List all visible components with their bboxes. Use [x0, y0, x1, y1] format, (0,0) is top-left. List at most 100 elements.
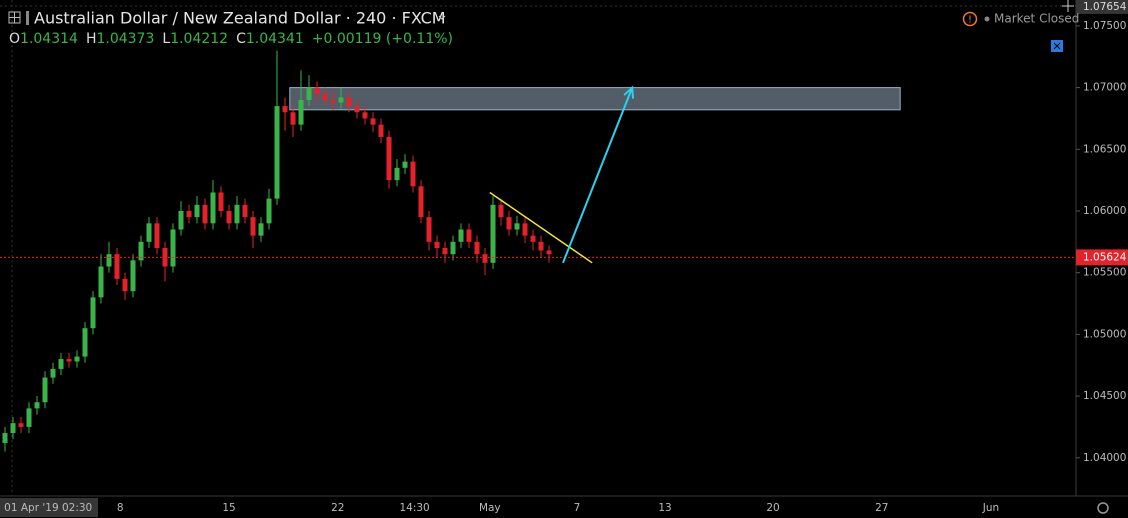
x-tick-label: 13	[658, 502, 671, 514]
x-tick-label: 14:30	[399, 502, 429, 514]
y-tick-label: 1.07500	[1083, 20, 1126, 32]
candle-body	[178, 210, 184, 230]
candle-body	[106, 254, 112, 267]
candle-body	[506, 217, 512, 230]
warning-icon[interactable]	[962, 11, 978, 27]
candle-body	[26, 408, 32, 427]
x-tick-label: May	[479, 502, 501, 514]
candle-body	[170, 229, 176, 267]
candle-body	[2, 433, 8, 443]
settings-icon[interactable]	[1097, 502, 1109, 514]
candle-body	[274, 106, 280, 199]
symbol-flag	[26, 11, 29, 25]
candle-body	[242, 204, 248, 218]
candle-body	[434, 241, 440, 248]
last-price-label: 1.05624	[1083, 251, 1127, 263]
x-tick-label: 15	[222, 502, 235, 514]
x-tick-label: 8	[117, 502, 124, 514]
candle-body	[114, 254, 120, 279]
candle-body	[402, 161, 408, 168]
crosshair-price-box	[1076, 0, 1128, 14]
candle-body	[34, 402, 40, 409]
candle-body	[338, 97, 344, 103]
status-dot	[984, 16, 990, 22]
crosshair-icon	[1062, 0, 1074, 12]
y-tick-label: 1.04500	[1083, 390, 1126, 402]
candle-body	[250, 217, 256, 236]
ohlc-key: O	[9, 31, 20, 47]
dropdown-icon[interactable]	[438, 15, 446, 20]
candle-body	[210, 192, 216, 224]
y-tick-label: 1.06000	[1083, 205, 1126, 217]
x-tick-label: 20	[766, 502, 779, 514]
warning-mark: !	[968, 15, 972, 26]
candle-body	[226, 210, 232, 224]
candle-body	[458, 229, 464, 242]
arrow-head	[623, 85, 635, 99]
candle-body	[58, 359, 64, 369]
candle-body	[258, 223, 264, 236]
candle-body	[18, 423, 24, 427]
candle-body	[362, 112, 368, 119]
symbol-title[interactable]: Australian Dollar / New Zealand Dollar ·…	[34, 9, 446, 28]
candle-body	[306, 87, 312, 100]
arrow	[562, 87, 634, 264]
candle-body	[66, 359, 72, 362]
candle-body	[330, 99, 336, 103]
candle-body	[194, 204, 200, 218]
x-tick-label: 22	[331, 502, 344, 514]
y-tick-label: 1.05500	[1083, 267, 1126, 279]
candle-body	[546, 250, 552, 255]
y-tick-label: 1.04000	[1083, 452, 1126, 464]
candle-body	[474, 241, 480, 255]
candle-body	[202, 204, 208, 224]
candle-body	[98, 266, 104, 298]
y-tick-label: 1.06500	[1083, 143, 1126, 155]
candle-body	[442, 248, 448, 255]
candle-body	[322, 93, 328, 100]
candle-body	[290, 112, 296, 125]
candle-body	[122, 278, 128, 292]
candle-body	[426, 217, 432, 242]
candle-body	[266, 198, 272, 224]
icon-line	[1053, 42, 1061, 50]
x-tick-label: 01 Apr '19 02:30	[4, 502, 92, 514]
trendline	[489, 191, 593, 264]
ohlc-value: 1.04212	[170, 31, 228, 47]
candle-body	[130, 260, 136, 292]
ohlc-change: +0.00119 (+0.11%)	[312, 31, 453, 47]
candle-body	[378, 124, 384, 137]
candle-body	[418, 186, 424, 218]
ohlc-key: H	[86, 31, 97, 47]
x-tick-label: Jun	[982, 502, 999, 514]
candle-body	[90, 297, 96, 329]
candle-body	[74, 356, 80, 362]
resistance-zone	[289, 87, 901, 111]
candle-body	[410, 161, 416, 187]
candle-body	[522, 223, 528, 236]
candle-body	[154, 223, 160, 248]
last-price-box	[1076, 249, 1128, 266]
candle-body	[498, 204, 504, 218]
candle-body	[346, 97, 352, 107]
candle-body	[282, 106, 288, 113]
candle-body	[354, 106, 360, 113]
candle-body	[218, 192, 224, 211]
crosshair-price-label: 1.07654	[1083, 1, 1127, 13]
x-tick-label: 7	[574, 502, 581, 514]
candle-body	[314, 87, 320, 94]
ohlc-value: 1.04341	[246, 31, 304, 47]
market-status: Market Closed	[994, 12, 1079, 26]
y-tick-label: 1.05000	[1083, 328, 1126, 340]
crosshair-time-box	[0, 498, 98, 517]
candle-body	[234, 204, 240, 224]
ohlc-value: 1.04314	[20, 31, 78, 47]
candle-body	[394, 167, 400, 181]
candle-body	[42, 377, 48, 403]
candle-body	[50, 368, 56, 378]
candle-body	[386, 136, 392, 181]
x-tick-label: 27	[875, 502, 888, 514]
candle-body	[186, 210, 192, 218]
